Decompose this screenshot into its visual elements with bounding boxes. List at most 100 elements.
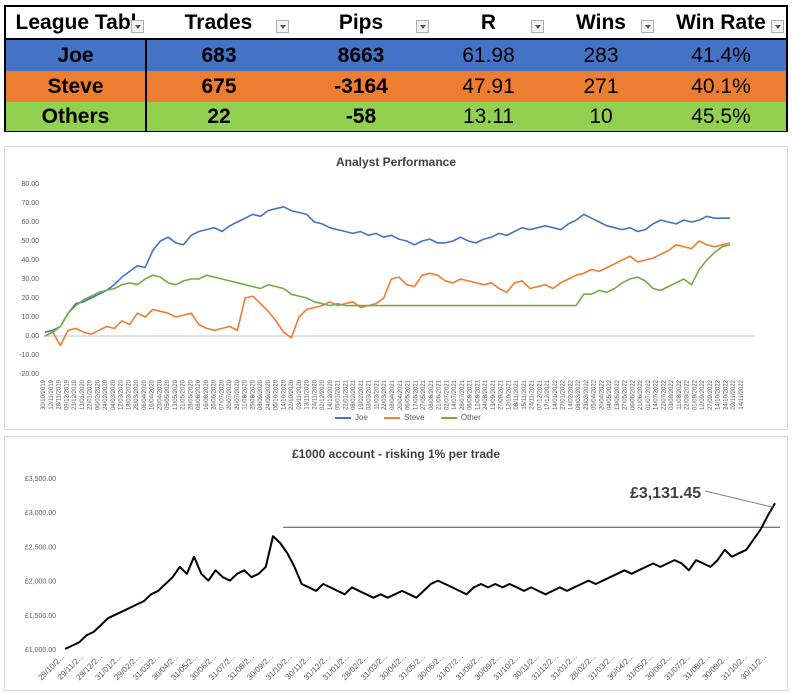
pips-cell[interactable]: -58 (291, 102, 431, 131)
x-tick-label: 03/03/2021 (367, 379, 373, 410)
y-tick-label: 30.00 (21, 276, 39, 283)
legend-label: Other (460, 413, 481, 422)
x-tick-label: 03/11/2020 (297, 379, 303, 409)
analyst-name[interactable]: Steve (6, 71, 147, 102)
header-win-rate: Win Rate (656, 7, 786, 40)
trades-cell[interactable]: 683 (146, 39, 291, 71)
x-tick-label: 20/07/2020 (227, 379, 233, 410)
filter-dropdown-icon[interactable] (771, 20, 784, 33)
wins-cell[interactable]: 271 (546, 71, 656, 102)
x-tick-label: 06/04/2020 (142, 379, 148, 410)
analyst-performance-chart[interactable]: Analyst Performance 80.00 70.00 60.00 50.00… (4, 146, 788, 430)
x-tick-label: 14/10/2022 (716, 379, 722, 410)
x-tick-label: 23/12/2019 (72, 379, 78, 410)
x-tick-label: 01/09/2022 (692, 379, 698, 410)
x-tick-label: 14/07/2022 (654, 379, 660, 410)
x-tick-label: 03/08/2022 (669, 379, 675, 410)
header-label: Pips (338, 11, 384, 34)
legend-label: Steve (404, 413, 425, 422)
pips-cell[interactable]: -3164 (291, 71, 431, 102)
x-tick-label: 21/05/2020 (181, 379, 187, 410)
x-tick-label: 12/09/2022 (700, 379, 706, 410)
filter-dropdown-icon[interactable] (131, 20, 144, 33)
x-tick-label: 08/06/2021 (429, 379, 435, 410)
filter-dropdown-icon[interactable] (276, 20, 289, 33)
x-tick-label: 22/10/2020 (289, 379, 295, 410)
x-tick-label: 13/09/2021 (491, 379, 497, 410)
x-tick-label: 13/01/2020 (80, 379, 86, 410)
x-tick-label: 12/08/2021 (475, 379, 481, 410)
analyst-name[interactable]: Joe (6, 39, 147, 71)
x-tick-label: 15/11/2021 (522, 379, 528, 409)
x-tick-label: 14/07/2021 (452, 379, 458, 410)
analyst-performance-plot: 80.00 70.00 60.00 50.00 40.00 30.00 20.00 10.00… (19, 181, 755, 410)
x-tick-label: 12/03/2020 (119, 379, 125, 410)
y-tick-label: 70.00 (21, 200, 39, 207)
legend-label: Joe (355, 413, 368, 422)
x-tick-label: 28/05/2020 (188, 379, 194, 410)
x-tick-label: 13/05/2020 (173, 379, 179, 410)
x-tick-label: 27/05/2021 (421, 379, 427, 410)
x-tick-label: 02/07/2021 (444, 379, 450, 410)
x-tick-label: 08/02/2021 (351, 379, 357, 410)
y-tick-label: £2,500.00 (25, 544, 56, 551)
header-label: Trades (184, 11, 253, 34)
series-line-other (44, 244, 731, 337)
final-balance-annotation: £3,131.45 (630, 485, 701, 502)
x-tick-label: 20/04/2022 (599, 379, 605, 410)
annotation-leader-line (704, 490, 774, 508)
wins-cell[interactable]: 10 (546, 102, 656, 131)
x-tick-label: 12/11/2019 (49, 379, 55, 409)
x-tick-label: 30/10/2019 (41, 379, 47, 410)
account-balance-line (64, 502, 776, 650)
r-cell[interactable]: 47.91 (431, 71, 546, 102)
legend-item-other: Other (440, 413, 481, 422)
x-tick-label: 16/04/2020 (150, 379, 156, 410)
x-tick-label: 25/08/2020 (250, 379, 256, 410)
win-rate-cell[interactable]: 45.5% (656, 102, 786, 131)
chart-title: £1000 account - risking 1% per trade (291, 447, 501, 461)
y-tick-label: £2,000.00 (25, 579, 56, 586)
x-tick-label: 06/05/2021 (406, 379, 412, 410)
filter-dropdown-icon[interactable] (641, 20, 654, 33)
x-tick-label: 27/09/2022 (708, 379, 714, 410)
y-tick-label: £1,000.00 (25, 647, 56, 654)
sort-descending-icon[interactable] (531, 20, 544, 33)
analyst-name[interactable]: Others (6, 102, 147, 131)
x-tick-label: 27/05/2022 (623, 379, 629, 410)
series-line-joe (44, 205, 730, 333)
x-tick-label: 22/03/2021 (382, 379, 388, 410)
wins-cell[interactable]: 283 (546, 39, 656, 71)
y-tick-label: £3,000.00 (25, 510, 56, 517)
x-tick-label: 04/03/2020 (111, 379, 117, 410)
x-tick-label: 05/04/2022 (592, 379, 598, 410)
league-table: League Tabl Trades Pips R Wins (4, 5, 788, 132)
x-tick-label: 07/12/2021 (537, 379, 543, 410)
r-cell[interactable]: 13.11 (431, 102, 546, 131)
y-tick-label: 0.00 (25, 333, 39, 340)
x-tick-label: 14/12/2020 (328, 379, 334, 410)
y-tick-label: 20.00 (21, 295, 39, 302)
x-tick-label: 08/11/2021 (514, 379, 520, 409)
header-wins: Wins (546, 7, 656, 40)
x-tick-label: 06/08/2021 (468, 379, 474, 410)
x-tick-label: 17/05/2021 (413, 379, 419, 410)
x-tick-label: 28/11/2019 (57, 379, 63, 409)
filter-dropdown-icon[interactable] (416, 20, 429, 33)
x-tick-label: 08/06/2020 (196, 379, 202, 410)
x-tick-label: 08/09/2020 (258, 379, 264, 410)
trades-cell[interactable]: 22 (146, 102, 291, 131)
x-tick-label: 02/12/2020 (320, 379, 326, 410)
x-tick-label: 01/07/2022 (646, 379, 652, 410)
win-rate-cell[interactable]: 40.1% (656, 71, 786, 102)
legend-swatch (440, 416, 457, 419)
pips-cell[interactable]: 8663 (291, 39, 431, 71)
trades-cell[interactable]: 675 (146, 71, 291, 102)
r-cell[interactable]: 61.98 (431, 39, 546, 71)
legend-swatch (384, 416, 401, 419)
x-tick-label: 07/07/2020 (219, 379, 225, 410)
win-rate-cell[interactable]: 41.4% (656, 39, 786, 71)
x-tick-label: 13/05/2022 (615, 379, 621, 410)
account-growth-chart[interactable]: £1000 account - risking 1% per trade £3,… (4, 436, 788, 691)
y-tick-label: 60.00 (21, 219, 39, 226)
